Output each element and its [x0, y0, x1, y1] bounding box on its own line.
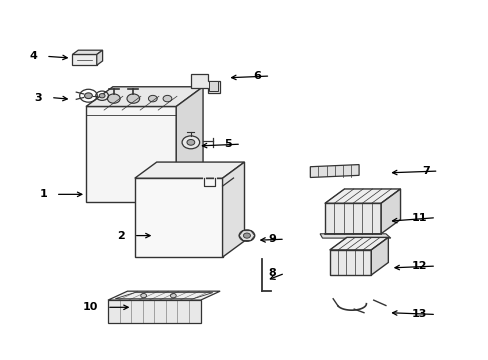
Polygon shape — [135, 162, 244, 178]
Polygon shape — [329, 237, 387, 250]
Circle shape — [170, 293, 176, 298]
Text: 8: 8 — [268, 268, 276, 278]
Text: 6: 6 — [253, 71, 261, 81]
Polygon shape — [72, 50, 102, 54]
Polygon shape — [108, 300, 200, 323]
Polygon shape — [310, 165, 358, 177]
Circle shape — [182, 136, 199, 149]
Circle shape — [163, 95, 171, 102]
Circle shape — [107, 94, 120, 103]
Circle shape — [186, 139, 194, 145]
Polygon shape — [329, 250, 370, 275]
Polygon shape — [380, 189, 400, 234]
Polygon shape — [86, 87, 203, 107]
Polygon shape — [176, 87, 203, 202]
Text: 1: 1 — [39, 189, 47, 199]
Circle shape — [243, 233, 250, 238]
Text: 12: 12 — [411, 261, 427, 271]
Polygon shape — [370, 237, 387, 275]
Polygon shape — [222, 162, 244, 257]
Polygon shape — [325, 189, 400, 203]
Polygon shape — [325, 203, 380, 234]
Polygon shape — [97, 50, 102, 65]
Polygon shape — [108, 291, 220, 300]
Circle shape — [141, 293, 146, 298]
Circle shape — [99, 94, 105, 98]
Text: 2: 2 — [117, 231, 125, 240]
Bar — [209, 81, 217, 91]
Text: 4: 4 — [29, 51, 37, 61]
Circle shape — [239, 230, 254, 241]
Text: 10: 10 — [82, 302, 98, 312]
Circle shape — [148, 95, 157, 102]
Text: 5: 5 — [224, 139, 232, 149]
Polygon shape — [72, 54, 97, 65]
Polygon shape — [190, 74, 220, 93]
Text: 3: 3 — [35, 93, 42, 103]
Text: 11: 11 — [411, 213, 427, 222]
Circle shape — [127, 94, 140, 103]
Polygon shape — [135, 178, 222, 257]
Circle shape — [84, 93, 92, 99]
Text: 7: 7 — [421, 166, 429, 176]
Polygon shape — [320, 234, 390, 238]
Text: 13: 13 — [411, 310, 427, 319]
Polygon shape — [86, 107, 176, 202]
Text: 9: 9 — [268, 234, 276, 244]
